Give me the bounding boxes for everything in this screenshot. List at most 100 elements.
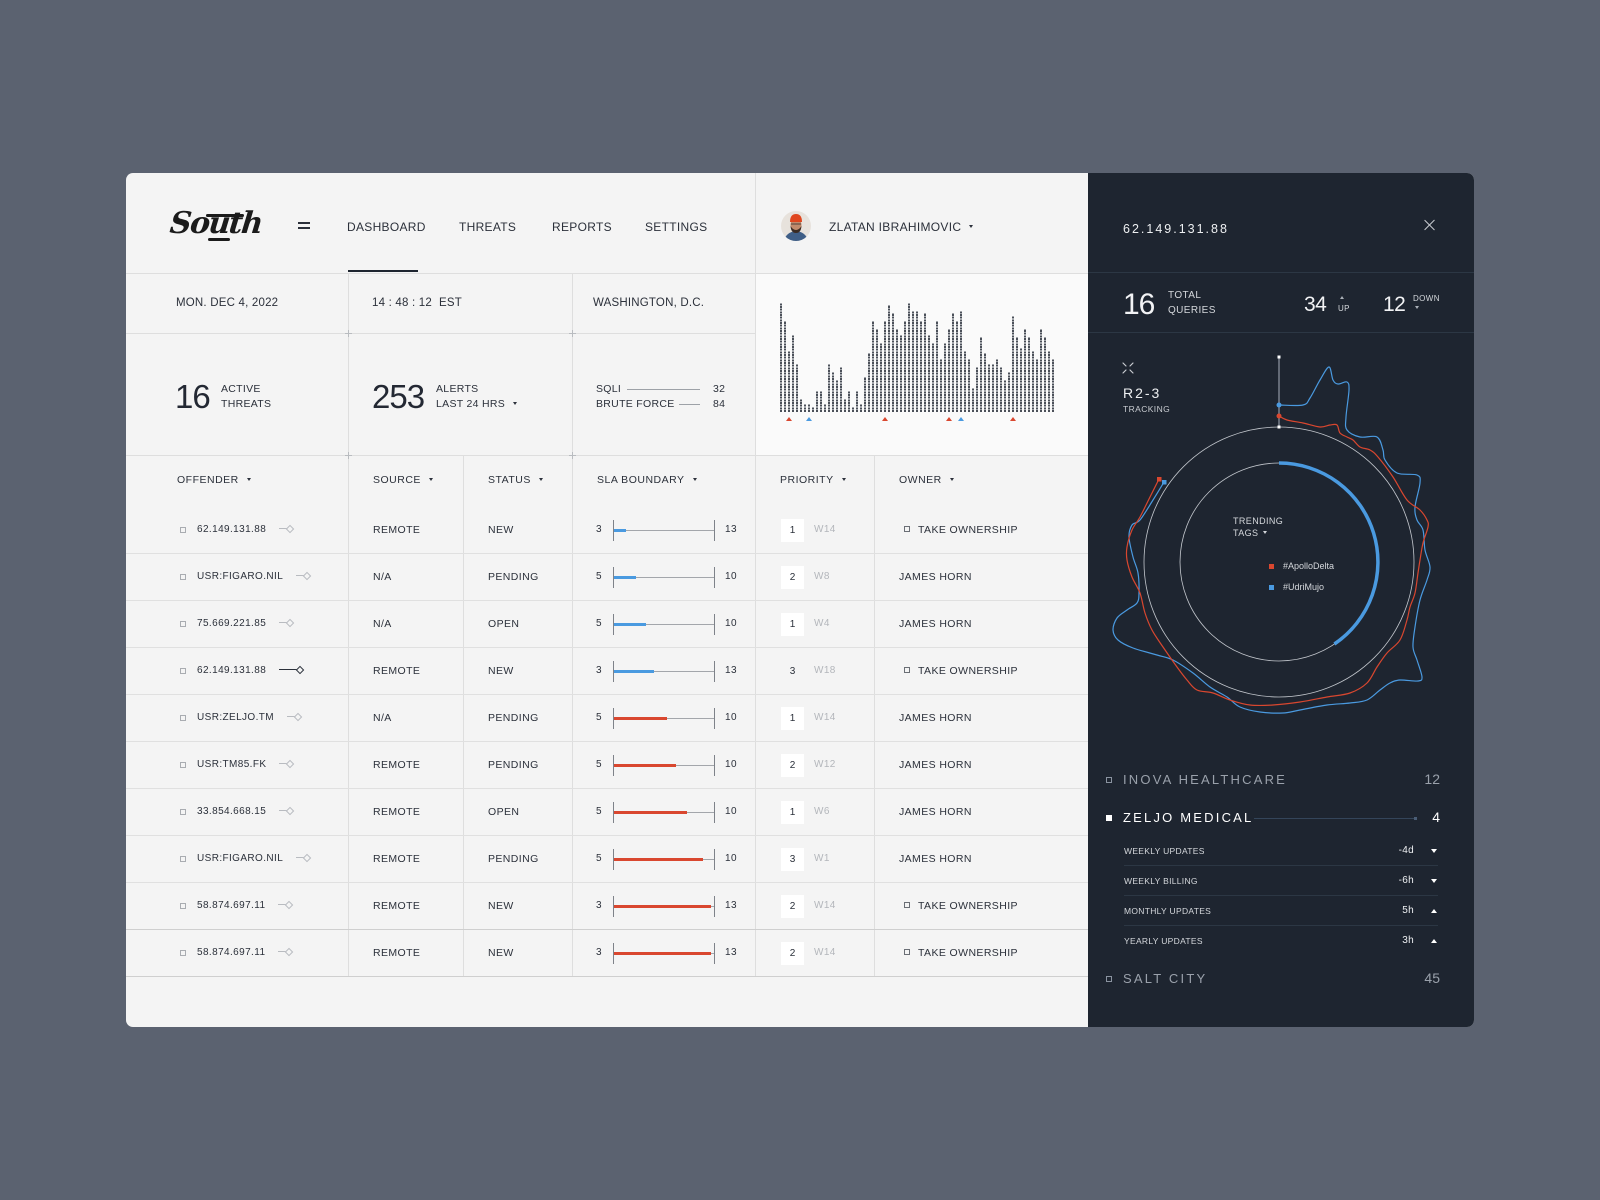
- alerts-period-dropdown[interactable]: LAST 24 HRS: [436, 398, 518, 410]
- nav-settings[interactable]: SETTINGS: [645, 220, 708, 234]
- row-checkbox[interactable]: [180, 574, 186, 580]
- row-checkbox[interactable]: [180, 856, 186, 862]
- link-icon[interactable]: [278, 947, 292, 955]
- owner-cell[interactable]: JAMES HORN: [899, 742, 972, 788]
- histogram-column: [792, 334, 794, 412]
- histogram-column: [1024, 329, 1026, 412]
- row-checkbox[interactable]: [180, 527, 186, 533]
- schedule-item[interactable]: YEARLY UPDATES 3h: [1124, 926, 1438, 956]
- owner-cell[interactable]: TAKE OWNERSHIP: [899, 930, 1018, 976]
- column-label: OWNER: [899, 474, 942, 486]
- table-row[interactable]: USR:FIGARO.NIL N/A PENDING 5 10 2 W8 JAM…: [126, 554, 1088, 601]
- owner-cell[interactable]: JAMES HORN: [899, 789, 972, 835]
- event-marker-icon[interactable]: [958, 417, 964, 421]
- event-marker-icon[interactable]: [946, 417, 952, 421]
- org-bullet: [1106, 777, 1112, 783]
- row-checkbox[interactable]: [180, 809, 186, 815]
- sla-boundary-bar: [613, 849, 715, 870]
- take-ownership-checkbox[interactable]: [904, 949, 910, 956]
- divider: [126, 455, 1088, 456]
- link-icon[interactable]: [278, 900, 292, 908]
- user-menu[interactable]: ZLATAN IBRAHIMOVIC: [829, 220, 974, 234]
- schedule-item[interactable]: WEEKLY BILLING -6h: [1124, 866, 1438, 896]
- link-icon[interactable]: [296, 853, 310, 861]
- priority-badge[interactable]: 1: [781, 613, 804, 636]
- link-icon[interactable]: [287, 712, 301, 720]
- histogram-column: [952, 313, 954, 412]
- owner-cell[interactable]: TAKE OWNERSHIP: [899, 883, 1018, 929]
- schedule-item[interactable]: WEEKLY UPDATES -4d: [1124, 836, 1438, 866]
- user-avatar[interactable]: [781, 211, 811, 241]
- nav-reports[interactable]: REPORTS: [552, 220, 612, 234]
- table-row[interactable]: 62.149.131.88 REMOTE NEW 3 13 3 W18 TAKE…: [126, 648, 1088, 695]
- take-ownership-checkbox[interactable]: [904, 526, 910, 533]
- link-icon[interactable]: [279, 524, 293, 532]
- table-row[interactable]: 58.874.697.11 REMOTE NEW 3 13 2 W14 TAKE…: [126, 883, 1088, 930]
- event-marker-icon[interactable]: [882, 417, 888, 421]
- priority-badge[interactable]: 2: [781, 754, 804, 777]
- link-icon[interactable]: [279, 806, 293, 814]
- nav-threats[interactable]: THREATS: [459, 220, 517, 234]
- column-header-offender[interactable]: OFFENDER: [177, 473, 251, 487]
- schedule-item[interactable]: MONTHLY UPDATES 5h: [1124, 896, 1438, 926]
- column-header-owner[interactable]: OWNER: [899, 473, 954, 487]
- link-icon[interactable]: [279, 618, 293, 626]
- legend-tag[interactable]: #ApolloDelta: [1283, 561, 1335, 571]
- row-checkbox[interactable]: [180, 950, 186, 956]
- link-icon[interactable]: [279, 665, 304, 673]
- event-marker-icon[interactable]: [806, 417, 812, 421]
- row-checkbox[interactable]: [180, 903, 186, 909]
- owner-cell[interactable]: JAMES HORN: [899, 836, 972, 882]
- owner-cell[interactable]: JAMES HORN: [899, 601, 972, 647]
- table-row[interactable]: 75.669.221.85 N/A OPEN 5 10 1 W4 JAMES H…: [126, 601, 1088, 648]
- hamburger-icon[interactable]: [298, 222, 310, 230]
- priority-badge[interactable]: 1: [781, 801, 804, 824]
- row-checkbox[interactable]: [180, 668, 186, 674]
- take-ownership-checkbox[interactable]: [904, 902, 910, 909]
- row-checkbox[interactable]: [180, 621, 186, 627]
- take-ownership-checkbox[interactable]: [904, 667, 910, 674]
- link-icon[interactable]: [296, 571, 310, 579]
- column-header-source[interactable]: SOURCE: [373, 473, 433, 487]
- brand-logo[interactable]: South: [168, 206, 264, 241]
- priority-badge[interactable]: 3: [781, 848, 804, 871]
- owner-cell[interactable]: JAMES HORN: [899, 554, 972, 600]
- table-row[interactable]: USR:TM85.FK REMOTE PENDING 5 10 2 W12 JA…: [126, 742, 1088, 789]
- table-row[interactable]: USR:ZELJO.TM N/A PENDING 5 10 1 W14 JAME…: [126, 695, 1088, 742]
- priority-badge[interactable]: 1: [781, 707, 804, 730]
- table-row[interactable]: 62.149.131.88 REMOTE NEW 3 13 1 W14 TAKE…: [126, 507, 1088, 554]
- owner-cell[interactable]: TAKE OWNERSHIP: [899, 648, 1018, 694]
- table-row[interactable]: 33.854.668.15 REMOTE OPEN 5 10 1 W6 JAME…: [126, 789, 1088, 836]
- nav-dashboard[interactable]: DASHBOARD: [347, 220, 426, 234]
- histogram-column: [784, 321, 786, 412]
- histogram-column: [836, 380, 838, 412]
- priority-badge[interactable]: 3: [789, 666, 796, 677]
- event-marker-icon[interactable]: [786, 417, 792, 421]
- priority-badge[interactable]: 2: [781, 895, 804, 918]
- row-checkbox[interactable]: [180, 762, 186, 768]
- sla-boundary-bar: [613, 520, 715, 541]
- sla-progress-fill: [614, 811, 688, 814]
- attack-type-label: SQLI: [596, 383, 622, 395]
- org-inova-healthcare[interactable]: INOVA HEALTHCARE: [1123, 772, 1288, 787]
- arrow-down-icon: [1415, 306, 1419, 309]
- column-header-status[interactable]: STATUS: [488, 473, 543, 487]
- org-salt-city[interactable]: SALT CITY: [1123, 971, 1208, 986]
- trending-tags-dropdown[interactable]: TAGS: [1233, 528, 1268, 539]
- priority-badge[interactable]: 2: [781, 942, 804, 965]
- table-row[interactable]: USR:FIGARO.NIL REMOTE PENDING 5 10 3 W1 …: [126, 836, 1088, 883]
- column-header-sla-boundary[interactable]: SLA BOUNDARY: [597, 473, 697, 487]
- owner-cell[interactable]: JAMES HORN: [899, 695, 972, 741]
- owner-cell[interactable]: TAKE OWNERSHIP: [899, 507, 1018, 553]
- table-row[interactable]: 58.874.697.11 REMOTE NEW 3 13 2 W14 TAKE…: [126, 930, 1088, 977]
- histogram-column: [924, 313, 926, 412]
- priority-badge[interactable]: 1: [781, 519, 804, 542]
- priority-badge[interactable]: 2: [781, 566, 804, 589]
- link-icon[interactable]: [279, 759, 293, 767]
- event-marker-icon[interactable]: [1010, 417, 1016, 421]
- histogram-column: [848, 390, 850, 412]
- org-zeljo-medical[interactable]: ZELJO MEDICAL: [1123, 810, 1254, 825]
- column-header-priority[interactable]: PRIORITY: [780, 473, 846, 487]
- legend-tag[interactable]: #UdriMujo: [1283, 582, 1325, 592]
- row-checkbox[interactable]: [180, 715, 186, 721]
